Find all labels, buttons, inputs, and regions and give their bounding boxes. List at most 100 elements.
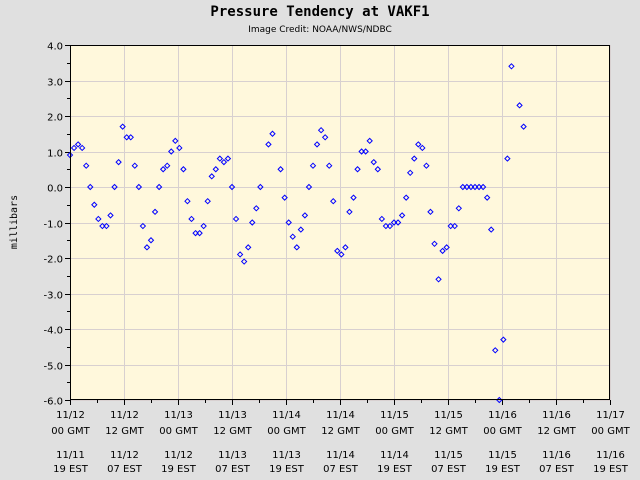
data-point bbox=[131, 162, 139, 169]
x-tick-label-est-time: 07 EST bbox=[431, 464, 467, 475]
data-point bbox=[370, 158, 377, 166]
data-point bbox=[411, 155, 418, 162]
x-tick-label-est-time: 19 EST bbox=[53, 464, 89, 475]
data-point bbox=[467, 183, 475, 191]
data-point bbox=[338, 251, 345, 258]
data-point bbox=[155, 183, 163, 191]
data-point bbox=[447, 222, 454, 230]
data-point bbox=[82, 162, 90, 169]
data-point bbox=[516, 102, 523, 109]
data-point bbox=[236, 251, 244, 258]
data-point bbox=[508, 63, 515, 70]
data-point bbox=[301, 212, 309, 219]
data-point bbox=[459, 183, 467, 191]
y-tick-label: 1.0 bbox=[47, 149, 63, 160]
x-axis: 11/12 00 GMT 11/11 19 EST 11/12 12 GMT 11/12 07… bbox=[51, 400, 631, 475]
y-tick-label: 4.0 bbox=[47, 42, 63, 53]
x-tick-label-gmt-date: 11/13 bbox=[164, 410, 193, 421]
data-point bbox=[95, 215, 102, 223]
data-point bbox=[366, 137, 373, 145]
data-point bbox=[176, 144, 183, 152]
data-point bbox=[346, 208, 353, 216]
data-point bbox=[135, 183, 143, 191]
data-point bbox=[212, 166, 220, 173]
data-point bbox=[139, 222, 147, 230]
x-tick-label-est-time: 07 EST bbox=[215, 464, 251, 475]
data-point bbox=[257, 183, 264, 191]
data-point bbox=[439, 247, 446, 255]
data-point bbox=[386, 222, 394, 230]
x-tick-label-gmt-date: 11/15 bbox=[434, 410, 463, 421]
data-point bbox=[443, 244, 450, 251]
x-tick-label-est-date: 11/12 bbox=[164, 450, 193, 461]
y-tick-label: 2.0 bbox=[47, 113, 63, 124]
x-tick-label-gmt-date: 11/16 bbox=[542, 410, 571, 421]
data-point bbox=[281, 194, 288, 201]
x-tick-label-gmt-date: 11/12 bbox=[110, 410, 139, 421]
data-point bbox=[159, 166, 167, 173]
x-tick-label-est-date: 11/16 bbox=[596, 450, 625, 461]
data-point bbox=[115, 158, 122, 166]
data-point bbox=[382, 222, 390, 230]
data-point bbox=[107, 212, 114, 219]
x-tick-label-gmt-date: 11/14 bbox=[272, 410, 301, 421]
data-point bbox=[419, 144, 426, 152]
data-point bbox=[504, 155, 511, 162]
data-point bbox=[70, 144, 78, 152]
data-point bbox=[163, 162, 171, 169]
data-point bbox=[398, 212, 406, 219]
plot-border bbox=[70, 45, 610, 400]
data-point bbox=[350, 194, 357, 201]
data-point bbox=[362, 148, 369, 155]
x-tick-label-gmt-time: 12 GMT bbox=[213, 426, 252, 437]
data-point bbox=[244, 244, 252, 251]
x-tick-label-gmt-time: 12 GMT bbox=[105, 426, 144, 437]
data-point bbox=[289, 233, 296, 240]
data-point bbox=[208, 173, 215, 180]
data-point bbox=[374, 166, 382, 173]
data-point bbox=[406, 169, 414, 177]
data-point bbox=[479, 183, 487, 191]
chart-title: Pressure Tendency at VAKF1 bbox=[210, 4, 430, 20]
chart-subtitle: Image Credit: NOAA/NWS/NDBC bbox=[248, 25, 392, 35]
y-tick-label: -5.0 bbox=[43, 362, 63, 373]
data-point bbox=[390, 219, 398, 226]
x-tick-label-gmt-time: 00 GMT bbox=[51, 426, 90, 437]
data-point bbox=[277, 166, 284, 173]
x-tick-label-gmt-time: 00 GMT bbox=[483, 426, 522, 437]
data-point bbox=[147, 237, 155, 244]
x-tick-label-est-date: 11/12 bbox=[110, 450, 139, 461]
x-tick-label-gmt-time: 00 GMT bbox=[375, 426, 414, 437]
data-point bbox=[321, 134, 329, 141]
data-point bbox=[99, 222, 106, 230]
x-tick-label-gmt-date: 11/12 bbox=[56, 410, 85, 421]
data-point bbox=[74, 141, 82, 148]
data-point bbox=[317, 126, 325, 134]
y-tick-label: -4.0 bbox=[43, 326, 63, 337]
data-point bbox=[342, 244, 349, 251]
data-point bbox=[492, 347, 499, 354]
x-tick-label-gmt-date: 11/17 bbox=[596, 410, 625, 421]
x-tick-label-est-time: 19 EST bbox=[269, 464, 305, 475]
data-point bbox=[184, 197, 191, 205]
data-point bbox=[451, 222, 458, 230]
data-point bbox=[487, 226, 495, 233]
x-tick-label-est-time: 07 EST bbox=[539, 464, 575, 475]
y-tick-label: 0.0 bbox=[47, 184, 63, 195]
x-tick-label-est-time: 19 EST bbox=[161, 464, 197, 475]
data-point bbox=[394, 219, 402, 226]
data-point bbox=[423, 162, 430, 169]
data-point bbox=[180, 166, 187, 173]
data-point bbox=[151, 208, 159, 216]
y-tick-label: -2.0 bbox=[43, 255, 63, 266]
data-point bbox=[431, 240, 438, 248]
y-tick-label: 3.0 bbox=[47, 78, 63, 89]
data-point bbox=[330, 197, 337, 205]
y-tick-label: -3.0 bbox=[43, 291, 63, 302]
data-point bbox=[297, 226, 305, 233]
data-point bbox=[123, 134, 130, 141]
data-point bbox=[402, 194, 410, 201]
data-point bbox=[305, 183, 313, 191]
data-point bbox=[168, 148, 175, 155]
data-point bbox=[111, 183, 118, 191]
